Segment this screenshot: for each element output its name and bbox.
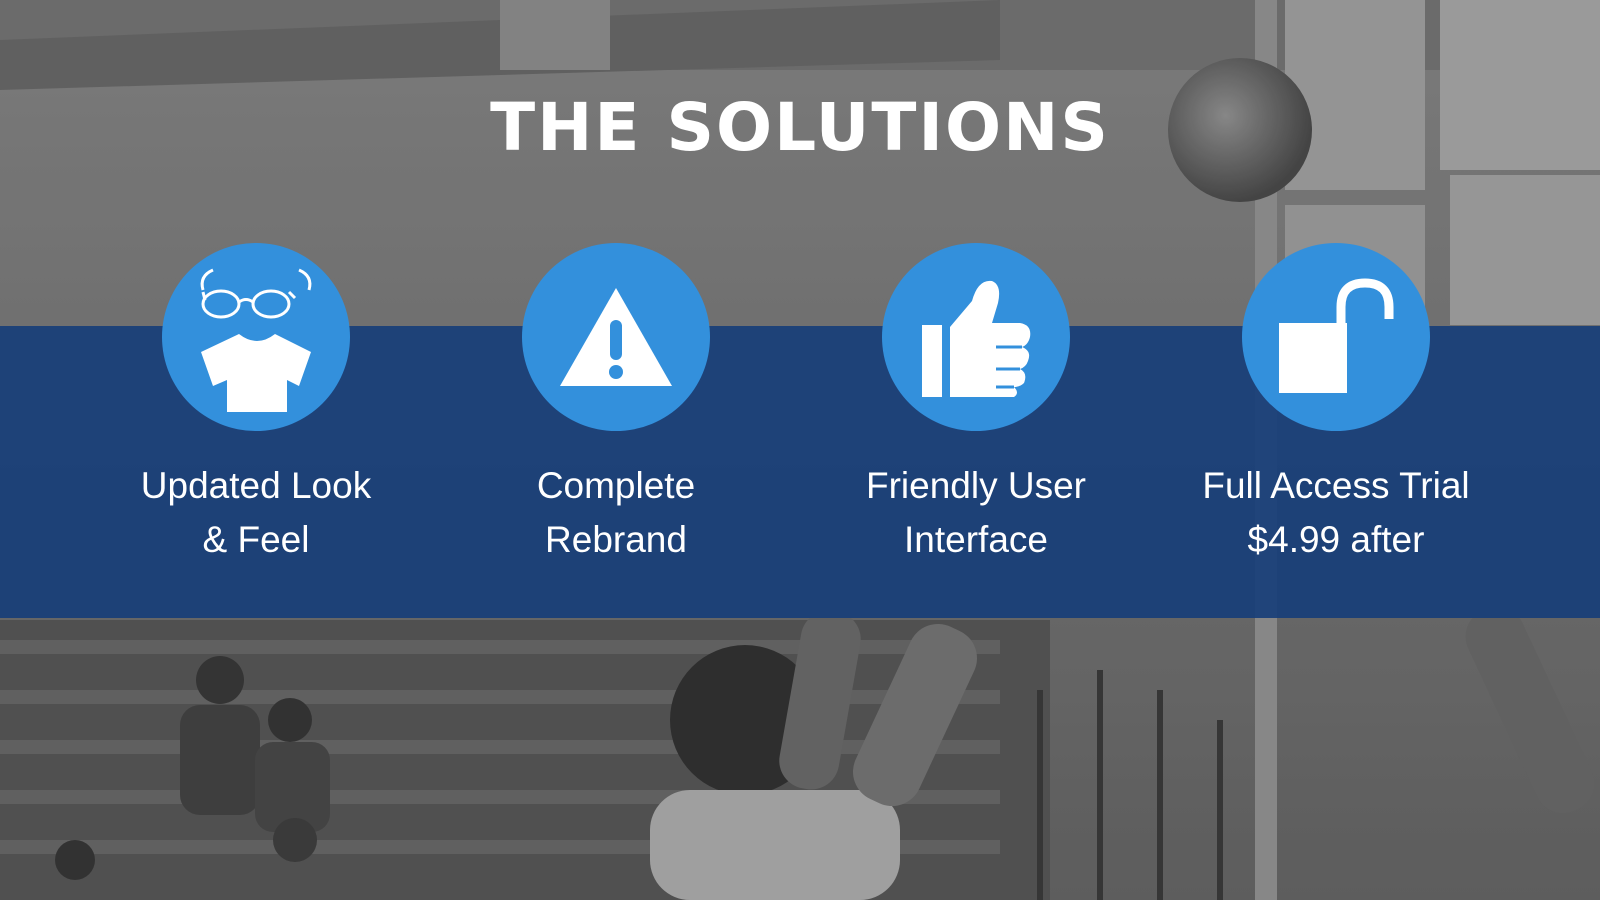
icon-circle <box>162 243 350 431</box>
solution-item-friendly-ui: Friendly User Interface <box>816 243 1136 567</box>
solution-item-updated-look: Updated Look & Feel <box>96 243 416 567</box>
solution-label-line1: Complete <box>536 465 696 506</box>
unlocked-padlock-icon <box>1279 278 1394 393</box>
solution-label-line2: & Feel <box>202 519 310 560</box>
solution-label-line1: Full Access Trial <box>1202 465 1470 506</box>
solution-label-line1: Friendly User <box>866 465 1086 506</box>
solution-label-line1: Updated Look <box>140 465 372 506</box>
solution-item-rebrand: Complete Rebrand <box>456 243 776 567</box>
solution-label: Friendly User Interface <box>816 459 1136 567</box>
tshirt-glasses-icon <box>200 268 312 412</box>
solution-label-line2: Rebrand <box>545 519 687 560</box>
thumbs-up-icon <box>922 280 1031 397</box>
icon-circle <box>522 243 710 431</box>
icon-circle <box>882 243 1070 431</box>
solution-label-line2: $4.99 after <box>1247 519 1425 560</box>
icon-circle <box>1242 243 1430 431</box>
solution-label: Full Access Trial $4.99 after <box>1176 459 1496 567</box>
warning-icon <box>560 288 672 386</box>
solution-label: Complete Rebrand <box>456 459 776 567</box>
solution-label: Updated Look & Feel <box>96 459 416 567</box>
solution-label-line2: Interface <box>904 519 1048 560</box>
solution-item-full-access: Full Access Trial $4.99 after <box>1176 243 1496 567</box>
slide-title: THE SOLUTIONS <box>490 89 1110 166</box>
